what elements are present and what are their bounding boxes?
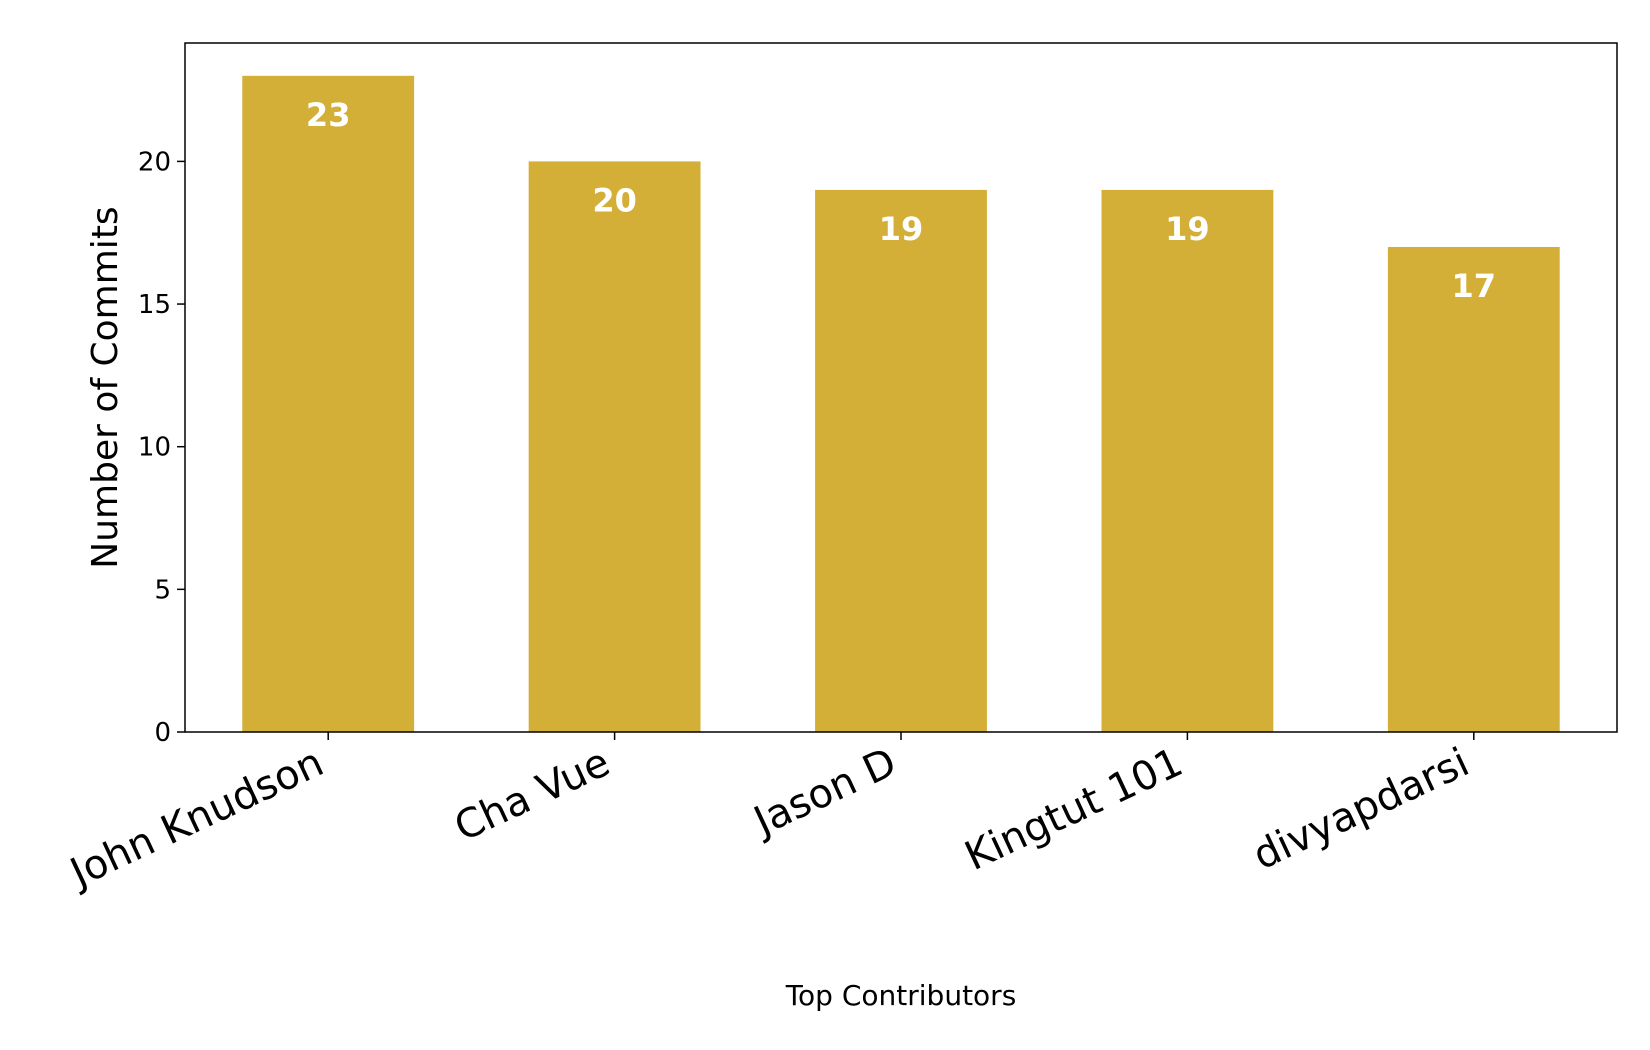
x-tick-label: John Knudson [61, 739, 330, 897]
bar-value-label: 19 [879, 210, 924, 248]
x-axis: John Knudson Cha Vue Jason D Kingtut 101 div… [61, 732, 1476, 898]
bar-1 [528, 161, 701, 732]
bar-3 [1101, 189, 1274, 732]
y-tick-label: 20 [138, 147, 171, 177]
y-axis: 0 5 10 15 20 [138, 147, 185, 748]
y-axis-label: Number of Commits [85, 206, 126, 568]
x-tick-label: Kingtut 101 [958, 739, 1189, 880]
bar-0 [242, 75, 415, 733]
bars-group [242, 75, 1560, 733]
bar-2 [815, 189, 987, 732]
bar-value-label: 17 [1452, 267, 1497, 305]
bar-value-label: 19 [1165, 210, 1210, 248]
x-axis-label: Top Contributors [785, 979, 1017, 1012]
x-tick-label: Jason D [745, 739, 904, 846]
y-tick-label: 15 [138, 290, 171, 320]
y-tick-label: 0 [154, 718, 171, 748]
bar-value-label: 23 [306, 96, 351, 134]
y-tick-label: 5 [154, 575, 171, 605]
x-tick-label: Cha Vue [448, 739, 617, 850]
bar-value-label: 20 [592, 181, 637, 219]
bar-value-labels: 23 20 19 19 17 [306, 96, 1496, 305]
y-tick-label: 10 [138, 433, 171, 463]
x-tick-label: divyapdarsi [1246, 739, 1476, 879]
bar-4 [1387, 246, 1560, 732]
